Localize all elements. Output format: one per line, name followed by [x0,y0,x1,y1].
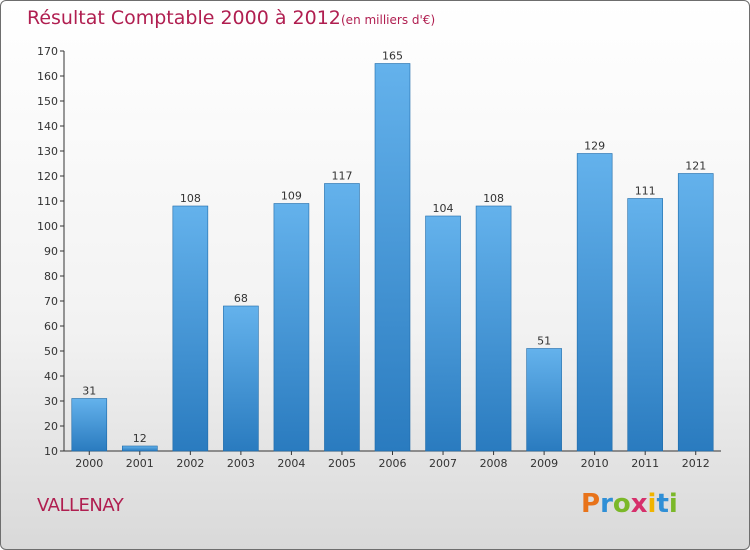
y-tick-label: 110 [37,195,58,208]
bar-value-label: 12 [133,432,147,445]
bar [475,205,512,452]
y-tick-label: 20 [44,420,58,433]
x-tick-label: 2006 [379,457,407,470]
bar-value-label: 104 [433,202,454,215]
bar [425,215,461,452]
y-tick-label: 120 [37,170,58,183]
y-tick-label: 80 [44,270,58,283]
y-tick-label: 170 [37,45,58,58]
bar-value-label: 165 [382,50,403,63]
x-tick-label: 2011 [631,457,659,470]
bar-value-label: 108 [180,192,201,205]
bar [374,63,411,452]
x-tick-label: 2001 [126,457,154,470]
y-tick-label: 30 [44,395,58,408]
y-tick-label: 160 [37,70,58,83]
y-tick-label: 130 [37,145,58,158]
y-tick-label: 40 [44,370,58,383]
bar-value-label: 108 [483,192,504,205]
bar-value-label: 68 [234,292,248,305]
bar [223,305,259,452]
y-tick-label: 50 [44,345,58,358]
x-tick-label: 2005 [328,457,356,470]
y-tick-label: 150 [37,95,58,108]
logo-letter: P [581,489,601,519]
bar-value-label: 117 [331,170,352,183]
bar [172,205,209,452]
bar-value-label: 31 [82,385,96,398]
bars: 31 12 108 68 109 117 165 104 108 51 129 111 121 [71,50,714,452]
x-tick-label: 2007 [429,457,457,470]
logo-letter: t [656,489,669,519]
logo-letter: i [647,489,657,519]
logo-letter: i [668,489,678,519]
bar-value-label: 51 [537,335,551,348]
y-tick-label: 140 [37,120,58,133]
bar-value-label: 129 [584,140,605,153]
bar [677,173,714,452]
bar-value-label: 121 [685,160,706,173]
x-tick-label: 2012 [682,457,710,470]
x-tick-label: 2008 [480,457,508,470]
logo-letter: r [600,489,613,519]
y-tick-label: 70 [44,295,58,308]
bar-value-label: 111 [635,185,656,198]
x-tick-label: 2000 [75,457,103,470]
x-tick-label: 2010 [581,457,609,470]
bar [324,183,360,452]
bar [71,398,108,452]
bar-value-label: 109 [281,190,302,203]
y-tick-label: 90 [44,245,58,258]
bar [576,153,613,452]
proxiti-logo: Proxiti [581,489,678,519]
y-tick-label: 100 [37,220,58,233]
y-axis: 10 20 30 40 50 60 70 80 90 100 110 120 130 140 150 160 1… [37,45,65,458]
bar [122,445,158,452]
y-tick-label: 60 [44,320,58,333]
commune-name: VALLENAY [37,495,124,516]
logo-letter: o [612,489,631,519]
x-tick-label: 2009 [530,457,558,470]
x-tick-label: 2004 [277,457,305,470]
bar [273,203,310,452]
logo-letter: x [630,489,648,519]
bar [526,348,562,452]
x-tick-label: 2003 [227,457,255,470]
x-axis: 2000 2001 2002 2003 2004 2005 2006 2007 2008 2009… [64,450,721,470]
x-tick-label: 2002 [176,457,204,470]
chart-title: Résultat Comptable 2000 à 2012 [27,7,341,29]
unit-label: (en milliers d'€) [341,13,436,27]
bar [627,198,663,452]
y-tick-label: 10 [44,445,58,458]
